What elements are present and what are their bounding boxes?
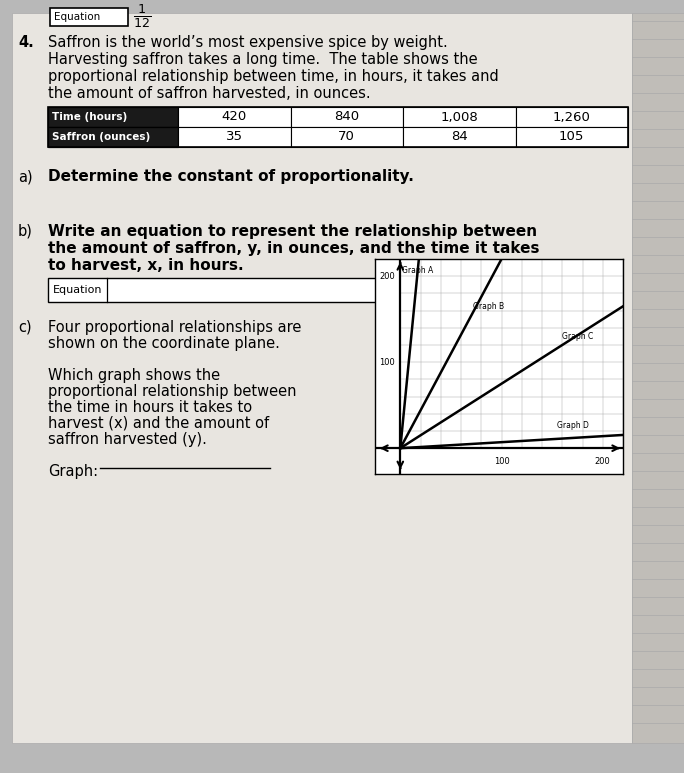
Text: 200: 200 [380, 271, 395, 281]
Text: 1,260: 1,260 [553, 111, 591, 124]
Text: 105: 105 [559, 131, 584, 144]
Text: Harvesting saffron takes a long time.  The table shows the: Harvesting saffron takes a long time. Th… [48, 52, 477, 67]
Text: 4.: 4. [18, 35, 34, 50]
Bar [0, 0, 12, 773]
Bar [403, 127, 516, 147]
Text: Graph D: Graph D [557, 421, 589, 430]
Text: proportional relationship between time, in hours, it takes and: proportional relationship between time, … [48, 69, 499, 84]
Text: Four proportional relationships are: Four proportional relationships are [48, 320, 302, 335]
Text: the amount of saffron harvested, in ounces.: the amount of saffron harvested, in ounc… [48, 86, 371, 101]
Text: harvest (x) and the amount of: harvest (x) and the amount of [48, 416, 269, 431]
Text: saffron harvested (y).: saffron harvested (y). [48, 432, 207, 447]
Text: Equation: Equation [53, 285, 103, 295]
Text: 35: 35 [226, 131, 243, 144]
Bar [48, 107, 178, 127]
Bar [291, 107, 403, 127]
Text: Saffron (ounces): Saffron (ounces) [52, 132, 150, 142]
Text: 84: 84 [451, 131, 468, 144]
Text: 100: 100 [494, 457, 510, 466]
Bar [403, 107, 516, 127]
Bar [516, 107, 628, 127]
Text: 200: 200 [595, 457, 611, 466]
Text: a): a) [18, 169, 33, 184]
Text: c): c) [18, 320, 31, 335]
Bar [178, 107, 291, 127]
Bar [178, 127, 291, 147]
Text: $\mathit{\frac{1}{12}}$: $\mathit{\frac{1}{12}}$ [133, 2, 151, 30]
Bar [632, 13, 684, 743]
Text: 840: 840 [334, 111, 359, 124]
Text: the amount of saffron, y, in ounces, and the time it takes: the amount of saffron, y, in ounces, and… [48, 241, 540, 256]
Text: 1,008: 1,008 [440, 111, 478, 124]
Text: 420: 420 [222, 111, 247, 124]
Bar [516, 127, 628, 147]
Text: Determine the constant of proportionality.: Determine the constant of proportionalit… [48, 169, 414, 184]
Bar [50, 8, 128, 26]
Text: Equation: Equation [54, 12, 101, 22]
Text: Graph B: Graph B [473, 302, 504, 311]
Text: Saffron is the world’s most expensive spice by weight.: Saffron is the world’s most expensive sp… [48, 35, 448, 50]
Text: proportional relationship between: proportional relationship between [48, 384, 296, 399]
Text: Which graph shows the: Which graph shows the [48, 368, 220, 383]
Text: the time in hours it takes to: the time in hours it takes to [48, 400, 252, 415]
Text: Time (hours): Time (hours) [52, 112, 127, 122]
Text: b): b) [18, 224, 33, 239]
Text: 100: 100 [380, 358, 395, 366]
Bar [48, 107, 628, 147]
Text: Graph C: Graph C [562, 332, 594, 341]
Bar [291, 127, 403, 147]
Bar [48, 278, 613, 302]
Text: shown on the coordinate plane.: shown on the coordinate plane. [48, 336, 280, 351]
Text: 70: 70 [339, 131, 355, 144]
Text: Graph:: Graph: [48, 464, 98, 479]
Text: Graph A: Graph A [402, 266, 434, 275]
Bar [48, 127, 178, 147]
Text: Write an equation to represent the relationship between: Write an equation to represent the relat… [48, 224, 537, 239]
Text: to harvest, x, in hours.: to harvest, x, in hours. [48, 258, 244, 273]
